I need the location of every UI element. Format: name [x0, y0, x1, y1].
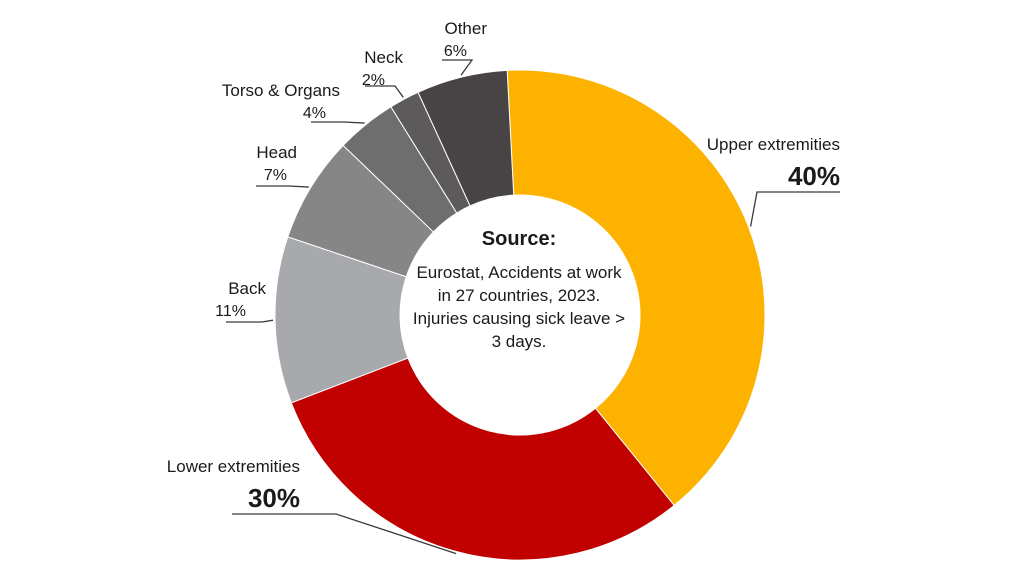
- value-label-head: 7%: [264, 167, 287, 184]
- leader-line-upper-extremities: [749, 191, 840, 227]
- center-title: Source:: [481, 228, 557, 250]
- leader-lines: [226, 59, 840, 555]
- slice-lower-extremities: [290, 357, 675, 561]
- value-label-other: 6%: [444, 43, 467, 60]
- category-label-head: Head: [256, 143, 297, 162]
- value-label-back: 11%: [215, 303, 246, 320]
- center-description: Eurostat, Accidents at work in 27 countr…: [412, 263, 626, 351]
- slice-other: [417, 69, 515, 207]
- category-label-neck: Neck: [364, 48, 403, 67]
- donut-slices: [274, 69, 766, 561]
- slice-upper-extremities: [506, 69, 766, 507]
- category-label-lower-extremities: Lower extremities: [167, 457, 300, 476]
- value-label-neck: 2%: [362, 72, 385, 89]
- leader-line-back: [226, 319, 274, 323]
- slice-labels: Upper extremities 40% Lower extremities 30%…: [167, 19, 840, 513]
- category-label-upper-extremities: Upper extremities: [707, 135, 840, 154]
- leader-line-lower-extremities: [232, 513, 457, 555]
- category-label-other: Other: [444, 19, 487, 38]
- donut-center-note: Source: Eurostat, Accidents at work in 2…: [412, 228, 626, 353]
- category-label-back: Back: [228, 279, 266, 298]
- value-label-upper-extremities: 40%: [788, 161, 840, 191]
- leader-line-head: [256, 185, 309, 188]
- category-label-torso-and-organs: Torso & Organs: [222, 81, 340, 100]
- value-label-lower-extremities: 30%: [248, 483, 300, 513]
- leader-line-other: [442, 59, 474, 76]
- leader-line-torso-and-organs: [311, 121, 365, 124]
- leader-line-neck: [365, 85, 404, 98]
- value-label-torso-and-organs: 4%: [303, 105, 326, 122]
